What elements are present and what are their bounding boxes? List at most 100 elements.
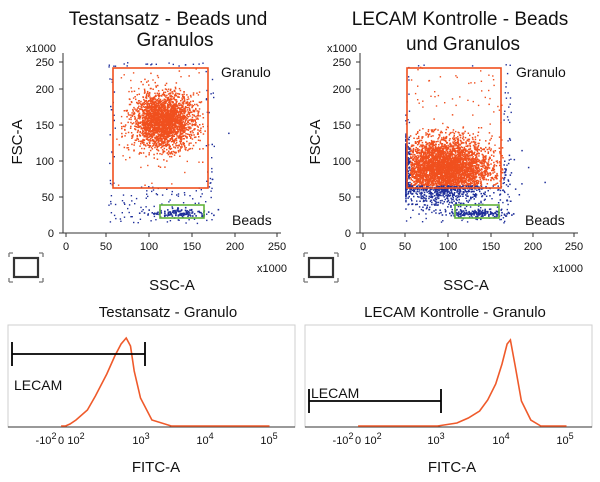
event-dot [156,106,159,108]
event-dot [150,133,153,136]
event-dot [478,180,480,182]
event-dot [156,119,159,122]
event-dot [184,130,186,132]
event-dot [208,186,211,188]
event-dot [173,108,176,110]
event-dot [180,138,182,141]
event-dot [161,153,163,156]
event-dot [450,174,453,176]
event-dot [204,130,206,132]
granulo-gate[interactable] [112,67,209,189]
event-dot [413,195,415,198]
event-dot [158,134,160,137]
event-dot [133,150,135,152]
event-dot [181,127,184,129]
event-dot [191,134,193,136]
event-dot [166,114,168,117]
event-dot [176,127,179,129]
event-dot [169,155,171,158]
event-dot [160,104,163,107]
event-dot [172,134,174,136]
event-dot [467,144,469,147]
event-dot [153,104,156,106]
beads-gate[interactable] [159,204,205,219]
event-dot [156,126,159,129]
event-dot [147,131,150,133]
event-dot [151,97,153,99]
event-dot [189,100,192,103]
event-dot [450,131,452,134]
event-dot [162,151,164,153]
event-dot [198,211,201,214]
event-dot [168,115,171,117]
event-dot [184,110,187,113]
event-dot [451,192,454,195]
event-dot [416,141,419,143]
event-dot [458,146,460,148]
event-dot [161,123,163,126]
event-dot [156,130,158,132]
event-dot [178,93,181,95]
event-dot [177,151,180,153]
event-dot [491,169,493,172]
event-dot [153,143,155,146]
event-dot [151,106,154,108]
event-dot [188,113,191,115]
frame-selection-icon[interactable] [8,252,44,283]
event-dot [157,125,159,127]
event-dot [157,90,160,92]
event-dot [155,140,158,142]
event-dot [447,190,450,192]
event-dot [166,188,168,190]
event-dot [188,75,190,77]
event-dot [440,180,443,182]
event-dot [165,145,167,148]
event-dot [443,201,445,203]
event-dot [167,97,169,100]
event-dot [168,104,170,107]
event-dot [191,116,194,119]
event-dot [177,219,179,221]
event-dot [168,132,170,134]
event-dot [478,159,480,161]
event-dot [175,138,177,140]
event-dot [144,131,147,133]
event-dot [162,123,164,125]
event-dot [163,94,166,96]
event-dot [468,177,470,179]
event-dot [151,124,153,126]
x-tick-label: 200 [524,241,542,253]
event-dot [127,114,130,116]
event-dot [171,122,173,124]
event-dot [167,93,170,95]
event-dot [475,146,477,148]
event-dot [187,215,189,218]
event-dot [162,142,164,144]
event-dot [190,111,193,113]
event-dot [197,114,199,117]
event-dot [181,129,183,131]
event-dot [142,123,144,126]
event-dot [417,131,419,133]
event-dot [185,133,187,135]
event-dot [168,140,171,142]
event-dot [162,103,164,106]
event-dot [188,126,190,128]
event-dot [133,90,136,92]
event-dot [167,152,169,154]
event-dot [172,150,175,153]
event-dot [130,101,133,103]
event-dot [177,119,180,121]
event-dot [126,144,129,146]
event-dot [471,159,473,161]
event-dot [470,191,473,193]
event-dot [478,170,481,172]
event-dot [152,114,154,117]
event-dot [188,133,190,136]
event-dot [148,123,150,126]
event-dot [137,130,139,132]
event-dot [140,206,142,209]
event-dot [429,174,431,177]
event-dot [169,89,172,92]
event-dot [138,113,140,116]
